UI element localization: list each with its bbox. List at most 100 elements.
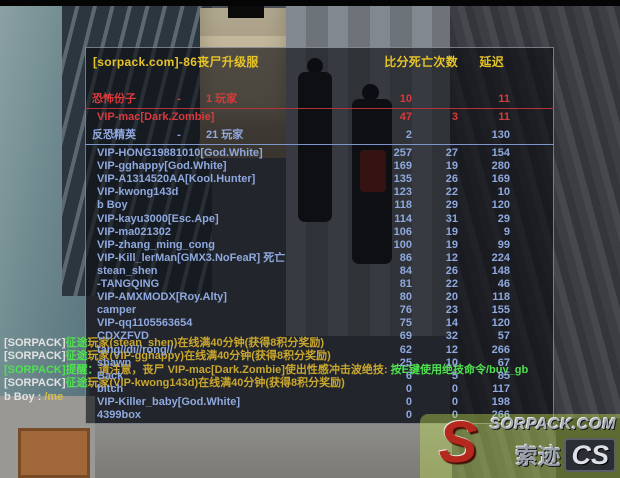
- player-name: 4399box: [97, 408, 142, 421]
- player-deaths: 27: [445, 147, 458, 160]
- team-latency: 11: [498, 93, 510, 105]
- player-name: VIP-zhang_ming_cong: [97, 238, 215, 251]
- team-name: 反恐精英: [92, 129, 136, 141]
- server-title: [sorpack.com]-86丧尸升级服: [93, 55, 259, 69]
- player-row: VIP-A1314520AA[Kool.Hunter] 135 26 169: [85, 173, 554, 186]
- player-latency: 148: [491, 264, 510, 277]
- player-name: VIP-HONG19881010[God.White]: [97, 147, 263, 160]
- player-latency: 85: [497, 369, 510, 382]
- player-row: VIP-Killer_baby[God.White] 0 0 198: [85, 396, 554, 409]
- player-name: bitch: [97, 382, 124, 395]
- player-deaths: 31: [445, 212, 458, 225]
- player-latency: 11: [498, 111, 510, 124]
- scoreboard-header-row: [sorpack.com]-86丧尸升级服 比分死亡次数 延迟: [93, 53, 554, 69]
- player-row: camper 76 23 155: [85, 304, 554, 317]
- player-score: 0: [405, 408, 412, 421]
- player-score: 257: [393, 147, 412, 160]
- player-latency: 67: [497, 356, 510, 369]
- player-score: 47: [399, 111, 412, 124]
- chat-segment: 征途: [65, 377, 88, 390]
- player-name: VIP-Killer_baby[God.White]: [97, 395, 241, 408]
- team-separator: -: [177, 129, 181, 141]
- player-name: VIP-AMXMODX[Roy.Alty]: [97, 291, 227, 304]
- terrorist-team-block: 恐怖份子 - 1 玩家 10 11 VIP-mac[Dark.Zombie] 4…: [85, 93, 554, 124]
- player-deaths: 3: [451, 111, 458, 124]
- player-row: bitch 0 0 117: [85, 383, 554, 396]
- team-score: 2: [405, 129, 412, 141]
- player-name: VIP-ma021302: [97, 225, 171, 238]
- player-latency: 198: [491, 395, 510, 408]
- chat-segment: 按E键使用绝技命令/buy_gb: [390, 363, 529, 376]
- player-deaths: 22: [445, 278, 458, 291]
- player-score: 169: [393, 160, 412, 173]
- player-row: CDXZFVD 69 32 57: [85, 330, 554, 343]
- player-row: tang//di//rong// 62 12 266: [85, 344, 554, 357]
- player-latency: 169: [491, 173, 510, 186]
- team-row-counter-terrorists: 反恐精英 - 21 玩家 2 130: [85, 129, 554, 142]
- scoreboard-panel: [85, 47, 554, 424]
- chat-segment: b Boy :: [4, 390, 45, 403]
- player-deaths: 26: [445, 173, 458, 186]
- watermark-logo: 索迹 CS: [515, 438, 616, 472]
- chat-segment: 玩家(VIP-kwong143d)在线满40分钟(获得8积分奖励): [87, 377, 345, 390]
- player-deaths: 14: [445, 317, 458, 330]
- chat-segment: /me: [44, 390, 64, 403]
- team-name: 恐怖份子: [92, 93, 136, 105]
- spacer: [243, 129, 352, 142]
- player-latency: 118: [492, 291, 510, 304]
- player-deaths: 23: [445, 304, 458, 317]
- column-header-score-deaths: 比分死亡次数: [384, 55, 458, 69]
- player-latency: 46: [497, 278, 510, 291]
- player-score: 62: [399, 343, 412, 356]
- player-name: VIP-gghappy[God.White]: [97, 160, 227, 173]
- player-score: 80: [399, 291, 412, 304]
- player-deaths: 19: [445, 225, 458, 238]
- player-deaths: 0: [451, 395, 458, 408]
- team-deaths: [412, 129, 458, 142]
- team-latency: 130: [491, 129, 510, 141]
- player-deaths: 22: [445, 186, 458, 199]
- chat-line: b Boy : /me: [4, 391, 528, 404]
- column-header-latency: 延迟: [479, 55, 504, 69]
- player-row: VIP-HONG19881010[God.White] 257 27 154: [85, 147, 554, 160]
- player-deaths: 12: [445, 251, 458, 264]
- orange-crate: [18, 428, 90, 478]
- player-deaths: 20: [445, 291, 458, 304]
- player-deaths: 19: [445, 160, 458, 173]
- player-score: 114: [394, 212, 412, 225]
- player-latency: 29: [497, 212, 510, 225]
- player-latency: 224: [491, 251, 510, 264]
- player-score: 106: [393, 225, 412, 238]
- player-score: 76: [399, 304, 412, 317]
- player-deaths: 29: [445, 199, 458, 212]
- player-score: 81: [399, 278, 412, 291]
- player-score: 25: [399, 356, 412, 369]
- player-deaths: 19: [445, 238, 458, 251]
- player-score: 118: [394, 199, 412, 212]
- chat-segment: 征途: [65, 350, 88, 363]
- player-deaths: 12: [445, 343, 458, 356]
- player-name: VIP-qq1105563654: [97, 317, 193, 330]
- player-name: VIP-mac[Dark.Zombie]: [97, 111, 215, 124]
- team-score: 10: [399, 93, 412, 105]
- watermark: S SORPACK.COM 索迹 CS: [420, 410, 620, 478]
- player-name: VIP-kayu3000[Esc.Ape]: [97, 212, 219, 225]
- screen-top-strip: [0, 0, 620, 6]
- player-deaths: 26: [445, 264, 458, 277]
- player-deaths: 5: [451, 369, 458, 382]
- terrorist-player-list: VIP-mac[Dark.Zombie] 47 3 11: [85, 111, 554, 124]
- watermark-site-text: SORPACK.COM: [489, 416, 616, 433]
- player-row: VIP-qq1105563654 75 14 120: [85, 317, 554, 330]
- ct-team-block: 反恐精英 - 21 玩家 2 130 VIP-HONG19881010[God.…: [85, 129, 554, 422]
- player-row: VIP-AMXMODX[Roy.Alty] 80 20 118: [85, 291, 554, 304]
- player-row: VIP-kwong143d 123 22 10: [85, 186, 554, 199]
- player-row: -TANGQING 81 22 46: [85, 278, 554, 291]
- sorpack-logo-icon: S: [438, 410, 478, 475]
- chat-line: [SORPACK]征途玩家(VIP-gghappy)在线满40分钟(获得8积分奖…: [4, 350, 528, 363]
- player-score: 75: [399, 317, 412, 330]
- chat-segment: 征途: [65, 337, 88, 349]
- player-row: VIP-kayu3000[Esc.Ape] 114 31 29: [85, 213, 554, 226]
- player-name: stean_shen: [97, 264, 158, 277]
- watermark-chinese-text: 索迹: [515, 444, 562, 469]
